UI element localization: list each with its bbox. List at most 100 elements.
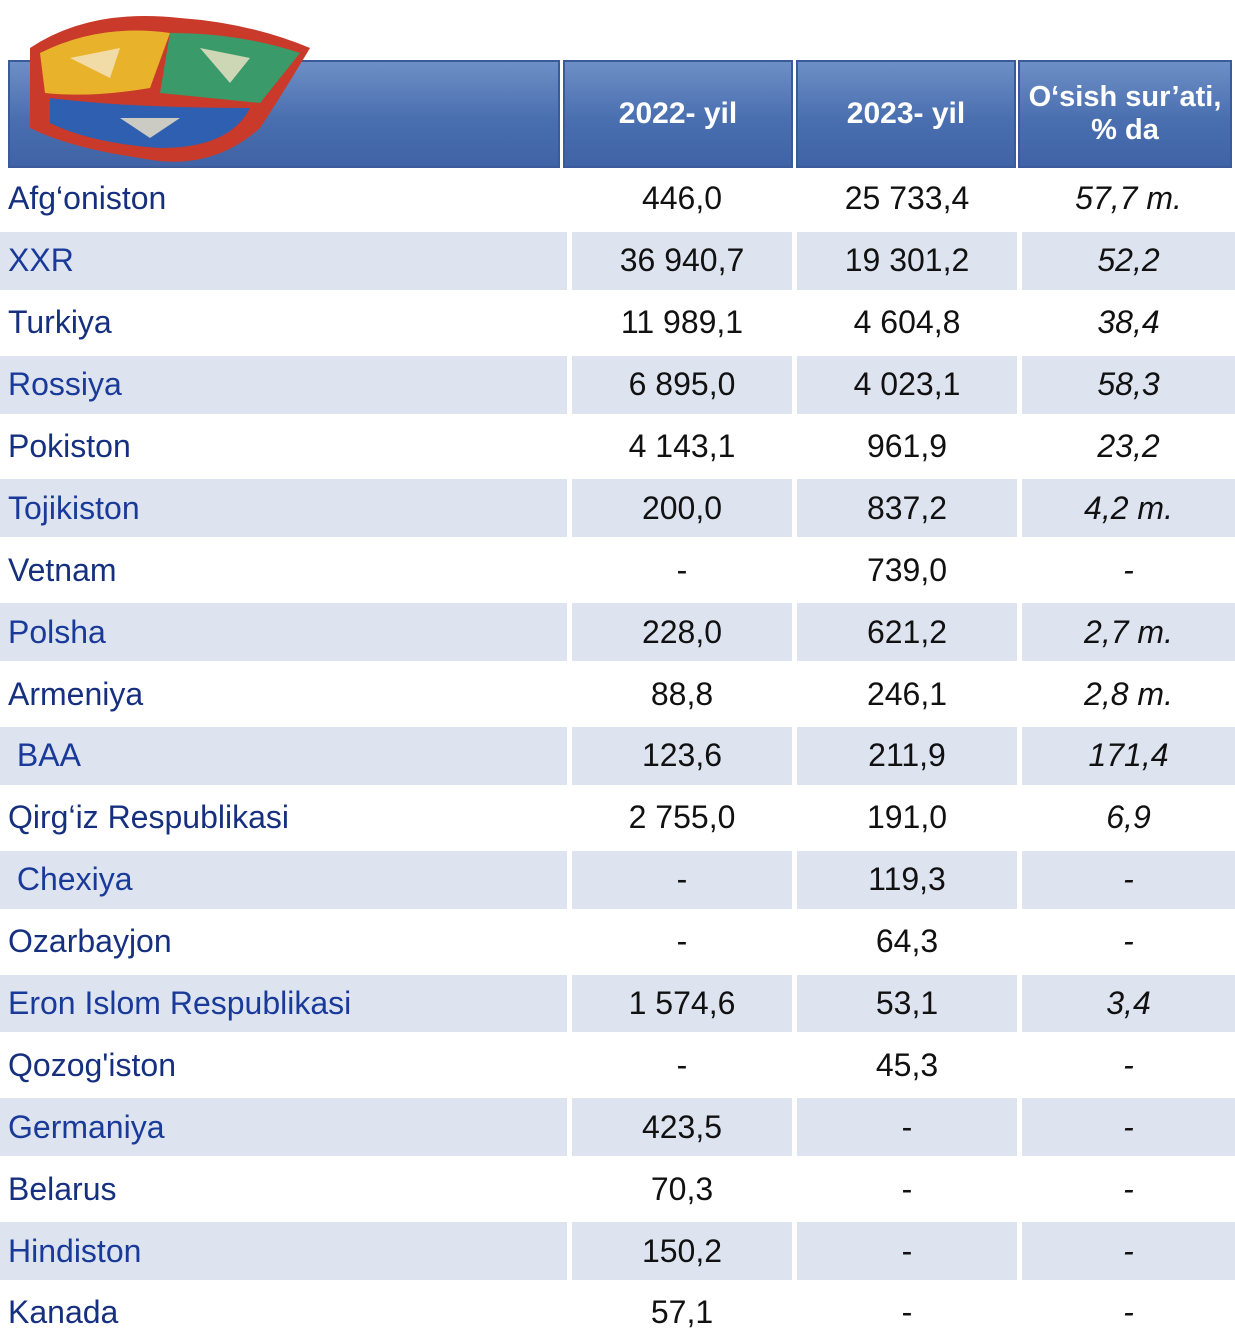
value-cell: 45,3 [797, 1036, 1017, 1094]
value-cell: - [1022, 1222, 1235, 1280]
country-cell: Hindiston [0, 1222, 567, 1280]
value-cell: 11 989,1 [572, 294, 792, 352]
value-cell: 200,0 [572, 479, 792, 537]
value-cell: 961,9 [797, 418, 1017, 476]
value-cell: 57,7 m. [1022, 170, 1235, 228]
country-cell: Belarus [0, 1160, 567, 1218]
value-cell: 2 755,0 [572, 789, 792, 847]
value-cell: 837,2 [797, 479, 1017, 537]
country-cell: Germaniya [0, 1098, 567, 1156]
value-cell: 6 895,0 [572, 356, 792, 414]
header-cell: 2022- yil [563, 60, 793, 168]
country-cell: Armeniya [0, 665, 567, 723]
value-cell: - [1022, 1284, 1235, 1342]
value-cell: 4 023,1 [797, 356, 1017, 414]
value-cell: - [1022, 913, 1235, 971]
value-cell: 228,0 [572, 603, 792, 661]
country-cell: Kanada [0, 1284, 567, 1342]
value-cell: 64,3 [797, 913, 1017, 971]
value-cell: - [797, 1160, 1017, 1218]
country-cell: Qirg‘iz Respublikasi [0, 789, 567, 847]
value-cell: 38,4 [1022, 294, 1235, 352]
country-cell: Eron Islom Respublikasi [0, 975, 567, 1033]
page: 2022- yil 2023- yil O‘sish sur’ati, % da… [0, 0, 1235, 1343]
country-cell: Chexiya [0, 851, 567, 909]
value-cell: 53,1 [797, 975, 1017, 1033]
value-cell: 446,0 [572, 170, 792, 228]
value-cell: - [572, 1036, 792, 1094]
value-cell: - [1022, 1036, 1235, 1094]
country-cell: Vetnam [0, 541, 567, 599]
value-cell: 3,4 [1022, 975, 1235, 1033]
value-cell: 1 574,6 [572, 975, 792, 1033]
country-cell: XXR [0, 232, 567, 290]
country-cell: Afg‘oniston [0, 170, 567, 228]
value-cell: 58,3 [1022, 356, 1235, 414]
value-cell: - [572, 913, 792, 971]
value-cell: - [1022, 541, 1235, 599]
table-row: Ozarbayjon-64,3- [0, 911, 1235, 973]
value-cell: - [797, 1284, 1017, 1342]
value-cell: - [1022, 851, 1235, 909]
country-cell: Qozog'iston [0, 1036, 567, 1094]
value-cell: 52,2 [1022, 232, 1235, 290]
value-cell: 57,1 [572, 1284, 792, 1342]
value-cell: 119,3 [797, 851, 1017, 909]
country-cell: Pokiston [0, 418, 567, 476]
value-cell: 150,2 [572, 1222, 792, 1280]
value-cell: 88,8 [572, 665, 792, 723]
country-cell: BAA [0, 727, 567, 785]
value-cell: 36 940,7 [572, 232, 792, 290]
value-cell: 4 604,8 [797, 294, 1017, 352]
value-cell: 191,0 [797, 789, 1017, 847]
table-row: Vetnam-739,0- [0, 539, 1235, 601]
header-cell: O‘sish sur’ati, % da [1018, 60, 1232, 168]
country-cell: Polsha [0, 603, 567, 661]
value-cell: 4 143,1 [572, 418, 792, 476]
value-cell: 2,7 m. [1022, 603, 1235, 661]
value-cell: - [797, 1098, 1017, 1156]
value-cell: - [572, 541, 792, 599]
value-cell: 70,3 [572, 1160, 792, 1218]
value-cell: - [1022, 1098, 1235, 1156]
country-cell: Turkiya [0, 294, 567, 352]
header-cell: 2023- yil [796, 60, 1016, 168]
country-cell: Rossiya [0, 356, 567, 414]
value-cell: 25 733,4 [797, 170, 1017, 228]
value-cell: 171,4 [1022, 727, 1235, 785]
value-cell: 123,6 [572, 727, 792, 785]
value-cell: 2,8 m. [1022, 665, 1235, 723]
fabric-image [10, 8, 320, 178]
value-cell: 423,5 [572, 1098, 792, 1156]
value-cell: 246,1 [797, 665, 1017, 723]
country-cell: Tojikiston [0, 479, 567, 537]
table-row: Chexiya-119,3- [0, 849, 1235, 911]
value-cell: 6,9 [1022, 789, 1235, 847]
value-cell: - [1022, 1160, 1235, 1218]
value-cell: 739,0 [797, 541, 1017, 599]
value-cell: 621,2 [797, 603, 1017, 661]
value-cell: 23,2 [1022, 418, 1235, 476]
value-cell: 4,2 m. [1022, 479, 1235, 537]
value-cell: - [572, 851, 792, 909]
table-row: Qozog'iston-45,3- [0, 1034, 1235, 1096]
value-cell: - [797, 1222, 1017, 1280]
value-cell: 211,9 [797, 727, 1017, 785]
value-cell: 19 301,2 [797, 232, 1017, 290]
